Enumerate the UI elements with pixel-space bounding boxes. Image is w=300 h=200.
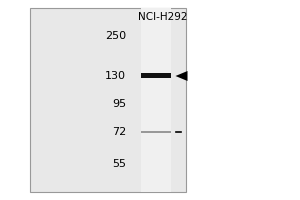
Text: 250: 250 xyxy=(105,31,126,41)
FancyBboxPatch shape xyxy=(141,131,171,133)
Text: 95: 95 xyxy=(112,99,126,109)
FancyBboxPatch shape xyxy=(141,73,171,78)
FancyBboxPatch shape xyxy=(141,8,171,192)
FancyBboxPatch shape xyxy=(30,8,186,192)
Text: NCI-H292: NCI-H292 xyxy=(138,12,188,22)
Polygon shape xyxy=(176,71,188,81)
Text: 55: 55 xyxy=(112,159,126,169)
Text: 130: 130 xyxy=(105,71,126,81)
Text: 72: 72 xyxy=(112,127,126,137)
